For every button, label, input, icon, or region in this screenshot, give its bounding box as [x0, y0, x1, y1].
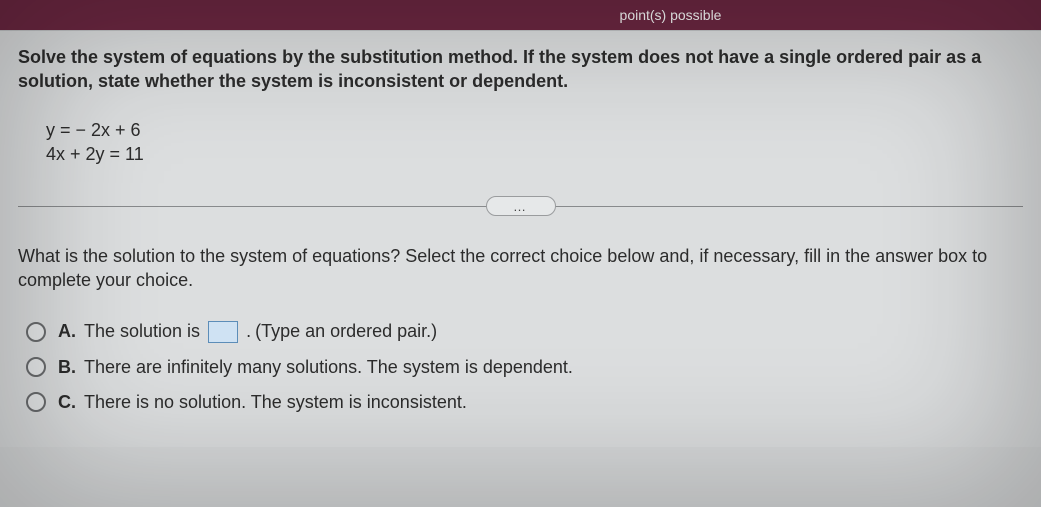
choice-a-radio[interactable] — [26, 322, 46, 342]
expand-button[interactable]: … — [486, 196, 556, 216]
choice-b-radio[interactable] — [26, 357, 46, 377]
choice-a-prefix: The solution is — [84, 321, 200, 342]
sub-question-prompt: What is the solution to the system of eq… — [18, 244, 1023, 293]
choice-c-row: C. There is no solution. The system is i… — [26, 392, 1023, 413]
choice-b-text: There are infinitely many solutions. The… — [84, 357, 573, 378]
choice-a-answer-input[interactable] — [208, 321, 238, 343]
choice-c-letter: C. — [58, 392, 84, 413]
equation-2: 4x + 2y = 11 — [46, 142, 1023, 166]
choice-b-letter: B. — [58, 357, 84, 378]
ellipsis-icon: … — [513, 199, 528, 214]
assignment-header-bar: point(s) possible — [0, 0, 1041, 30]
choice-a-row: A. The solution is . (Type an ordered pa… — [26, 321, 1023, 343]
choice-b-row: B. There are infinitely many solutions. … — [26, 357, 1023, 378]
section-divider: … — [18, 192, 1023, 220]
choice-a-letter: A. — [58, 321, 84, 342]
choice-a-text: The solution is . (Type an ordered pair.… — [84, 321, 437, 343]
choice-c-radio[interactable] — [26, 392, 46, 412]
equation-system: y = − 2x + 6 4x + 2y = 11 — [46, 118, 1023, 167]
choice-a-suffix: . — [246, 321, 251, 342]
points-label: point(s) possible — [620, 7, 722, 23]
question-instruction: Solve the system of equations by the sub… — [18, 45, 1023, 94]
choice-a-hint: (Type an ordered pair.) — [255, 321, 437, 342]
answer-choices: A. The solution is . (Type an ordered pa… — [26, 321, 1023, 413]
equation-1: y = − 2x + 6 — [46, 118, 1023, 142]
choice-c-text: There is no solution. The system is inco… — [84, 392, 467, 413]
question-block: Solve the system of equations by the sub… — [0, 30, 1041, 447]
question-content: Solve the system of equations by the sub… — [0, 30, 1041, 447]
